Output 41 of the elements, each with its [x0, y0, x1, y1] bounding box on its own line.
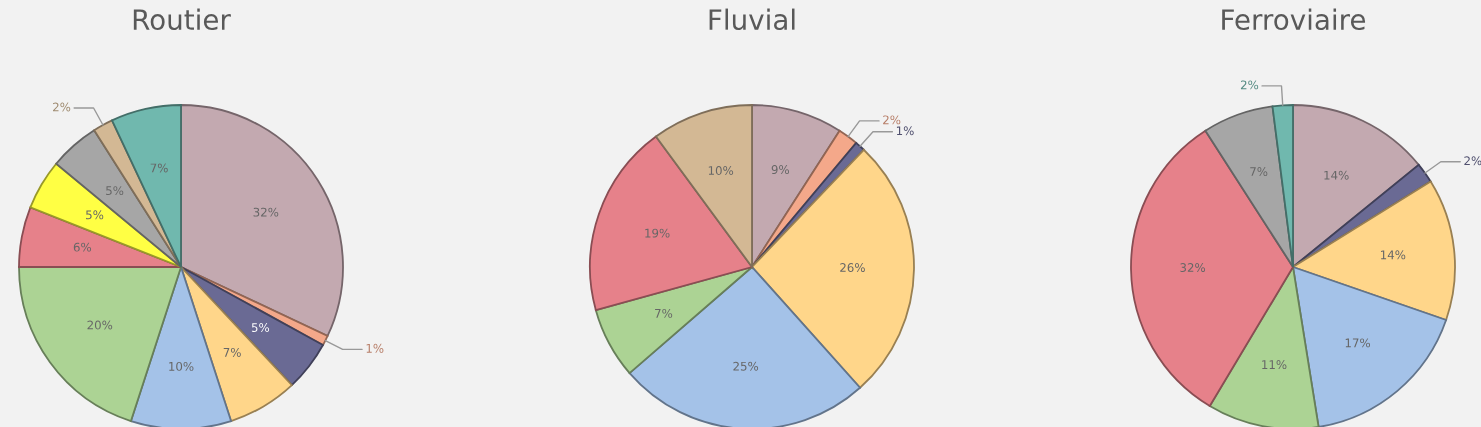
chart-title: Routier [133, 8, 231, 31]
data-label: 7% [1250, 167, 1268, 177]
pie-slice [29, 162, 182, 268]
data-label: 1% [896, 126, 914, 136]
data-label: 2% [883, 115, 901, 125]
data-label: 25% [733, 361, 759, 371]
data-label: 2% [53, 102, 71, 112]
data-label: 14% [1381, 250, 1406, 260]
data-label: 20% [87, 320, 113, 330]
data-label: 10% [169, 361, 194, 371]
data-label: 19% [645, 228, 670, 238]
pie-slice [1292, 266, 1447, 427]
data-label: 6% [73, 242, 92, 252]
data-label: 5% [251, 323, 270, 332]
data-label: 17% [1345, 338, 1371, 348]
pie-slice [1292, 104, 1420, 268]
data-label: 5% [106, 186, 124, 196]
data-label: 7% [655, 308, 673, 318]
data-label: 7% [223, 347, 241, 357]
data-label: 2% [1464, 156, 1481, 166]
pie-slice [55, 129, 182, 268]
data-label: 10% [708, 166, 734, 175]
pie-slice [1130, 129, 1294, 407]
data-label: 11% [1262, 360, 1287, 370]
pie-slice [1292, 180, 1456, 321]
data-label: 7% [150, 163, 168, 173]
chart-title: Ferroviaire [1222, 8, 1366, 31]
data-label: 32% [1180, 263, 1206, 273]
data-label: 14% [1324, 170, 1349, 180]
pie-slice [18, 206, 182, 268]
pie-slice [1271, 104, 1294, 268]
data-label: 32% [253, 207, 279, 217]
pie-slice [1204, 105, 1294, 268]
data-label: 2% [1240, 80, 1259, 90]
data-label: 26% [840, 263, 865, 273]
data-label: 5% [86, 210, 104, 220]
data-label: 1% [366, 343, 384, 353]
pie-slice [1208, 266, 1320, 427]
pie-slice [180, 104, 344, 337]
chart-title: Fluvial [709, 8, 795, 31]
data-label: 9% [771, 165, 790, 175]
